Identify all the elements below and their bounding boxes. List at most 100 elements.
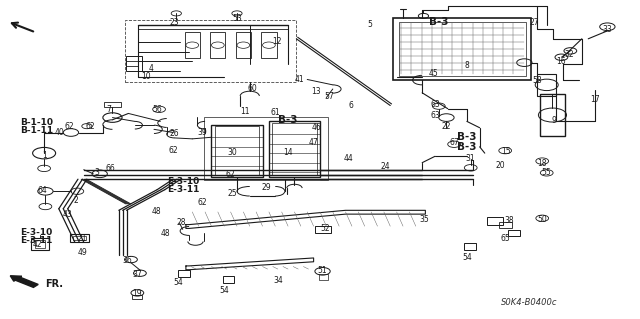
Text: 63: 63 xyxy=(430,111,440,120)
Text: 21: 21 xyxy=(77,234,87,243)
Bar xyxy=(178,270,189,277)
Text: 5: 5 xyxy=(367,20,372,29)
Text: 62: 62 xyxy=(168,146,178,155)
Text: 65: 65 xyxy=(500,234,510,243)
Text: 51: 51 xyxy=(317,265,328,275)
Text: 55: 55 xyxy=(541,168,551,177)
Bar xyxy=(537,74,556,96)
Bar xyxy=(31,238,49,250)
Text: 40: 40 xyxy=(54,128,65,137)
Bar xyxy=(104,102,121,107)
Text: 52: 52 xyxy=(320,224,330,233)
Text: 36: 36 xyxy=(122,256,132,265)
Text: 45: 45 xyxy=(429,69,438,78)
Text: 34: 34 xyxy=(274,276,284,285)
Bar xyxy=(236,33,251,58)
Text: B-3: B-3 xyxy=(458,142,477,152)
Text: E-3-11: E-3-11 xyxy=(20,236,52,245)
Bar xyxy=(184,33,200,58)
Text: 49: 49 xyxy=(77,248,87,257)
Text: 67: 67 xyxy=(449,138,459,147)
Text: 42: 42 xyxy=(33,240,42,249)
Text: 33: 33 xyxy=(602,25,612,34)
Text: E-3-11: E-3-11 xyxy=(167,185,199,194)
Text: 8: 8 xyxy=(465,61,469,70)
Text: 57: 57 xyxy=(324,92,334,101)
Text: 29: 29 xyxy=(262,183,271,192)
Text: FR.: FR. xyxy=(45,279,63,289)
Bar xyxy=(73,236,86,241)
Bar xyxy=(126,56,142,70)
Text: 48: 48 xyxy=(161,229,170,238)
Text: 14: 14 xyxy=(284,148,293,157)
Bar xyxy=(319,274,328,279)
Text: 39: 39 xyxy=(198,128,207,137)
Text: 43: 43 xyxy=(62,210,72,219)
Text: E-3-10: E-3-10 xyxy=(167,177,199,186)
Text: 23: 23 xyxy=(170,18,179,27)
Text: 47: 47 xyxy=(308,137,319,146)
Text: 31: 31 xyxy=(466,154,476,163)
Text: 28: 28 xyxy=(176,218,186,227)
Text: B-3: B-3 xyxy=(458,132,477,142)
Text: 15: 15 xyxy=(502,147,511,156)
Text: 54: 54 xyxy=(220,286,229,295)
Text: 48: 48 xyxy=(152,207,161,216)
Text: 16: 16 xyxy=(556,57,566,66)
Text: 54: 54 xyxy=(173,278,183,287)
Text: 12: 12 xyxy=(272,38,282,47)
Text: S0K4-B0400c: S0K4-B0400c xyxy=(501,298,557,307)
Text: 62: 62 xyxy=(65,122,74,131)
Bar xyxy=(214,126,259,175)
Text: 22: 22 xyxy=(442,122,451,131)
Text: 41: 41 xyxy=(295,75,305,84)
Bar xyxy=(223,276,234,283)
Text: 24: 24 xyxy=(380,162,390,171)
Bar xyxy=(204,117,328,180)
Text: B-1-11: B-1-11 xyxy=(20,126,53,135)
Text: 61: 61 xyxy=(271,108,280,117)
Bar xyxy=(487,217,503,225)
Text: 54: 54 xyxy=(462,253,472,262)
Text: 13: 13 xyxy=(310,87,321,96)
Text: 53: 53 xyxy=(232,14,242,23)
Bar xyxy=(508,230,520,236)
Text: B-3: B-3 xyxy=(429,17,448,27)
Bar xyxy=(499,222,511,228)
Text: 60: 60 xyxy=(248,85,257,93)
Text: 64: 64 xyxy=(38,186,48,195)
Text: 18: 18 xyxy=(538,159,547,168)
Text: 62: 62 xyxy=(197,198,207,207)
Text: 4: 4 xyxy=(148,64,153,73)
Text: 26: 26 xyxy=(170,129,179,138)
Text: 30: 30 xyxy=(227,148,237,157)
Text: 62: 62 xyxy=(226,170,236,179)
Text: 11: 11 xyxy=(241,107,250,116)
Text: 3: 3 xyxy=(94,168,99,177)
Bar xyxy=(394,18,531,80)
Text: 9: 9 xyxy=(551,116,556,125)
Text: B-3: B-3 xyxy=(278,115,298,125)
Text: 38: 38 xyxy=(504,216,514,225)
Text: 66: 66 xyxy=(106,164,115,173)
Text: 19: 19 xyxy=(132,289,142,298)
Bar xyxy=(315,226,331,233)
Bar xyxy=(272,123,317,175)
Text: 63: 63 xyxy=(430,100,440,109)
Text: 32: 32 xyxy=(565,49,575,59)
Text: 25: 25 xyxy=(227,189,237,198)
Bar xyxy=(210,33,225,58)
Bar xyxy=(132,295,143,299)
Text: 44: 44 xyxy=(343,154,353,163)
Text: 35: 35 xyxy=(420,215,429,224)
Bar xyxy=(211,124,262,177)
Text: 27: 27 xyxy=(530,18,540,27)
Text: 7: 7 xyxy=(107,105,112,114)
Bar xyxy=(70,234,89,242)
Text: B-1-10: B-1-10 xyxy=(20,118,53,128)
Bar xyxy=(261,33,276,58)
Bar xyxy=(465,243,476,250)
Text: 56: 56 xyxy=(152,105,162,114)
Text: 6: 6 xyxy=(348,101,353,110)
Text: 58: 58 xyxy=(532,76,542,85)
